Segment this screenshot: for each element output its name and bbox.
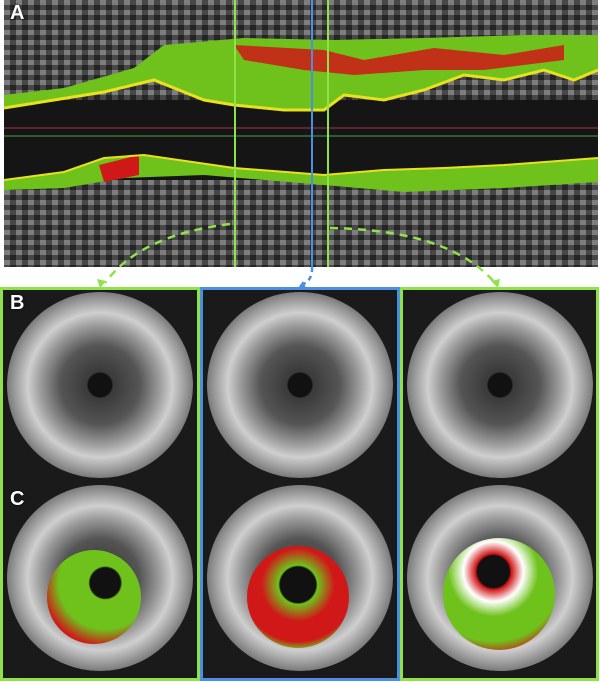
tissue-map-center (247, 546, 349, 648)
tissue-map-left (47, 550, 141, 644)
grayscale-ivus-center (207, 292, 393, 478)
longitudinal-image (4, 0, 598, 267)
frame-center[interactable] (200, 287, 400, 681)
panel-label-b: B (10, 292, 25, 314)
longitudinal-ivus-view: A (4, 0, 598, 267)
frame-right[interactable] (400, 287, 599, 681)
panel-label-a: A (10, 2, 25, 24)
panel-label-c: C (10, 488, 25, 510)
connector-arrows (97, 222, 500, 288)
frame-left[interactable] (0, 287, 200, 681)
tissue-map-right (443, 538, 555, 650)
grayscale-ivus-right (407, 292, 593, 478)
arrow-to-left-frame (103, 222, 231, 284)
grayscale-ivus-left (7, 292, 193, 478)
arrow-to-right-frame (329, 226, 496, 284)
